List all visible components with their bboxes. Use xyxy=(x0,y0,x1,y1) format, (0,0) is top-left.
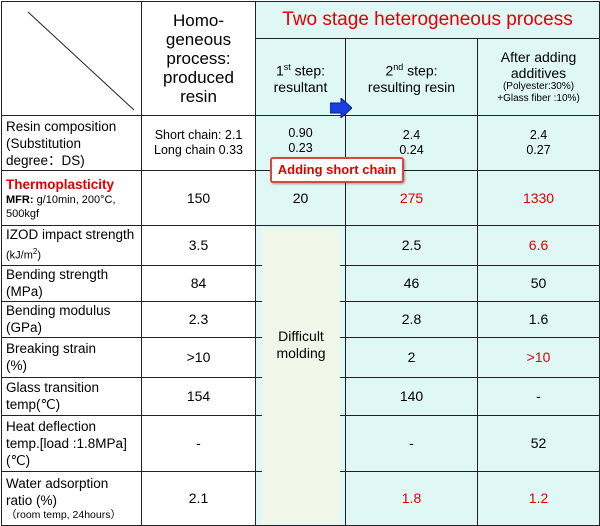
cell-step2: 2.8 xyxy=(345,300,478,338)
row-label: IZOD impact strength (kJ/m2) xyxy=(1,225,142,266)
cell-additives: 50 xyxy=(476,264,600,302)
cell-additives: 1330 xyxy=(476,170,600,226)
step2-header: 2nd step: resulting resin xyxy=(345,38,478,116)
after-additives-header: After adding additives (Polyester:30%) +… xyxy=(476,38,600,116)
difficult-molding-panel xyxy=(262,228,340,524)
right-arrow-icon xyxy=(330,98,352,118)
corner-cell xyxy=(1,1,142,116)
row-label: Resin composition (Substitution degree：D… xyxy=(1,115,142,171)
row-label: Glass transition temp(℃) xyxy=(1,376,142,416)
two-stage-title: Two stage heterogeneous process xyxy=(254,1,600,39)
cell-additives: 1.6 xyxy=(476,300,600,338)
cell-homo: 3.5 xyxy=(141,225,256,266)
row-label: Bending strength (MPa) xyxy=(1,264,142,302)
row-label: Thermoplasticity MFR: g/10min, 200°C, 50… xyxy=(1,170,142,226)
table-row: Resin composition (Substitution degree：D… xyxy=(1,115,600,171)
cell-additives: 6.6 xyxy=(476,225,600,266)
cell-homo: 2.1 xyxy=(141,470,256,526)
cell-additives: 52 xyxy=(476,414,600,472)
cell-step2: 1.8 xyxy=(345,470,478,526)
row-label: Water adsorption ratio (%) （room temp, 2… xyxy=(1,470,142,526)
cell-step2: 46 xyxy=(345,264,478,302)
corner-diagonal xyxy=(27,11,135,111)
cell-homo: 2.3 xyxy=(141,300,256,338)
difficult-molding-label: Difficult molding xyxy=(276,328,326,361)
cell-homo: Short chain: 2.1 Long chain 0.33 xyxy=(141,115,256,171)
cell-additives: >10 xyxy=(476,336,600,378)
cell-step2: 2.5 xyxy=(345,225,478,266)
row-label: Breaking strain (%) xyxy=(1,336,142,378)
cell-homo: 154 xyxy=(141,376,256,416)
table-row: Thermoplasticity MFR: g/10min, 200°C, 50… xyxy=(1,170,600,226)
cell-homo: >10 xyxy=(141,336,256,378)
cell-step2: 2.4 0.24 xyxy=(345,115,478,171)
row-label: Bending modulus (GPa) xyxy=(1,300,142,338)
homogeneous-header: Homo- geneous process: produced resin xyxy=(141,1,256,116)
row-label: Heat deflection temp.[load :1.8MPa] (℃) xyxy=(1,414,142,472)
cell-additives: 2.4 0.27 xyxy=(476,115,600,171)
cell-step2: - xyxy=(345,414,478,472)
adding-short-chain-callout: Adding short chain xyxy=(270,157,404,183)
cell-homo: 150 xyxy=(141,170,256,226)
cell-step2: 140 xyxy=(345,376,478,416)
cell-additives: - xyxy=(476,376,600,416)
cell-step2: 2 xyxy=(345,336,478,378)
cell-additives: 1.2 xyxy=(476,470,600,526)
cell-homo: 84 xyxy=(141,264,256,302)
cell-homo: - xyxy=(141,414,256,472)
